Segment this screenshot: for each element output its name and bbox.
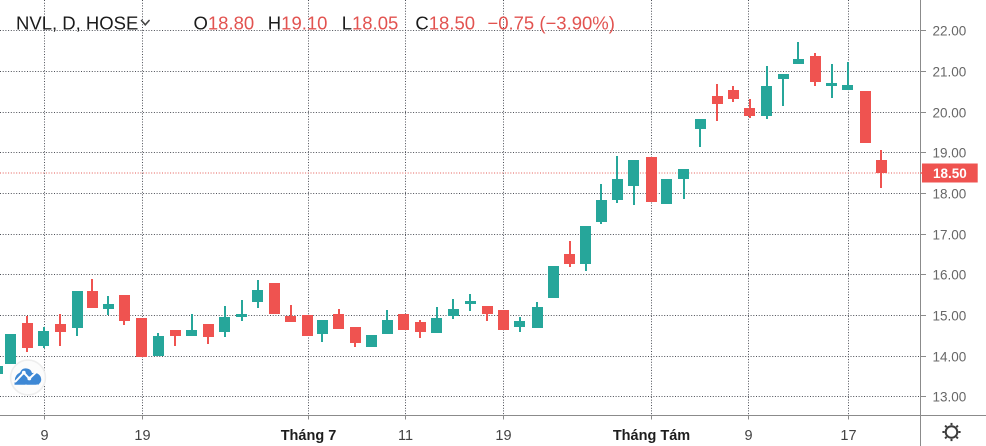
svg-text:18.00: 18.00 xyxy=(933,186,967,201)
svg-text:9: 9 xyxy=(744,428,752,444)
svg-text:17.00: 17.00 xyxy=(933,227,967,242)
svg-text:22.00: 22.00 xyxy=(933,23,967,38)
svg-text:14.00: 14.00 xyxy=(933,349,967,364)
svg-text:18.50: 18.50 xyxy=(933,166,967,181)
svg-text:Tháng 7: Tháng 7 xyxy=(281,428,337,444)
svg-text:19.00: 19.00 xyxy=(933,145,967,160)
svg-text:21.00: 21.00 xyxy=(933,64,967,79)
svg-text:15.00: 15.00 xyxy=(933,308,967,323)
svg-text:H19.10: H19.10 xyxy=(268,13,328,34)
svg-text:9: 9 xyxy=(40,428,48,444)
svg-text:C18.50: C18.50 xyxy=(415,13,475,34)
svg-text:16.00: 16.00 xyxy=(933,267,967,282)
svg-text:11: 11 xyxy=(398,428,413,444)
svg-text:O18.80: O18.80 xyxy=(194,13,255,34)
svg-text:−0.75 (−3.90%): −0.75 (−3.90%) xyxy=(487,13,615,34)
svg-text:13.00: 13.00 xyxy=(933,389,967,404)
svg-text:19: 19 xyxy=(495,428,511,444)
svg-text:L18.05: L18.05 xyxy=(342,13,399,34)
svg-text:17: 17 xyxy=(840,428,856,444)
svg-text:NVL, D, HOSE: NVL, D, HOSE xyxy=(16,13,138,34)
svg-text:19: 19 xyxy=(134,428,150,444)
svg-text:20.00: 20.00 xyxy=(933,105,967,120)
svg-text:Tháng Tám: Tháng Tám xyxy=(613,428,690,444)
